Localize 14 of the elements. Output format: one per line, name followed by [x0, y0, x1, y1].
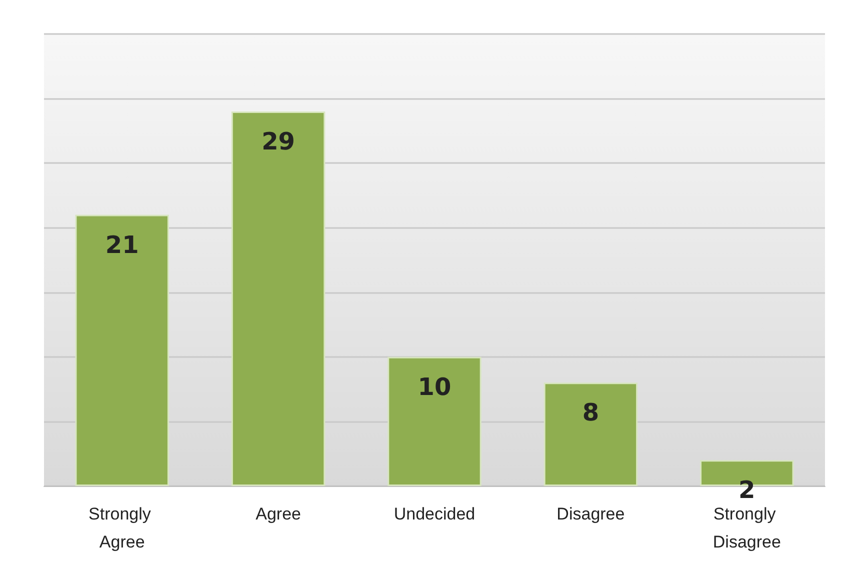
x-tick-label: Undecided	[394, 504, 476, 524]
data-label: 10	[418, 372, 452, 401]
bar	[231, 111, 326, 486]
bar	[75, 214, 169, 486]
x-tick-label: Disagree	[556, 504, 625, 524]
data-label: 2	[738, 476, 756, 504]
bar	[544, 382, 638, 486]
data-label: 8	[582, 398, 600, 427]
data-label: 21	[105, 230, 139, 259]
x-tick-label: Agree	[256, 504, 301, 524]
bar	[388, 356, 482, 486]
data-label: 29	[262, 127, 296, 156]
x-tick-label: Strongly Agree	[88, 504, 156, 552]
x-tick-label: Strongly Disagree	[712, 504, 781, 552]
